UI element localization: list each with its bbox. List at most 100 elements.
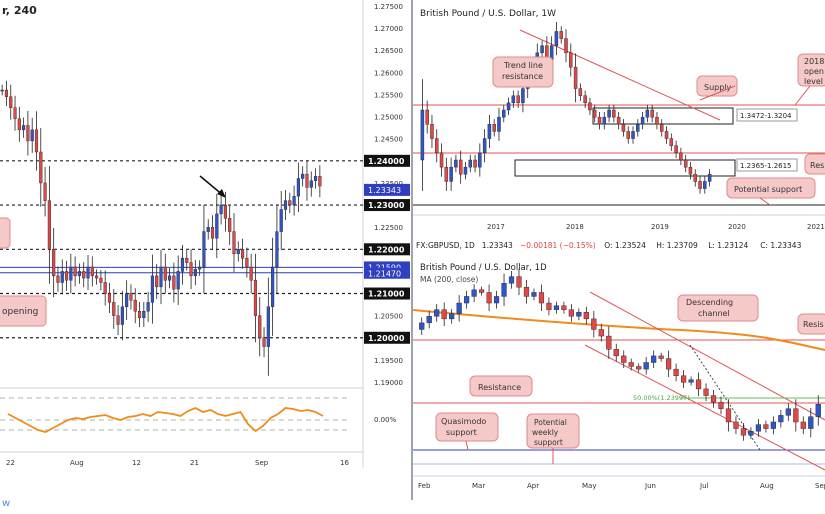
left-candle <box>73 266 77 277</box>
daily-low: L: 1.23124 <box>708 241 748 250</box>
weekly-candle <box>679 152 683 161</box>
quasimodo-label-2: support <box>446 428 477 437</box>
left-blue-label-bg <box>364 261 410 273</box>
left-level-label: 1.21000 <box>368 290 405 299</box>
weekly-candle <box>444 166 449 182</box>
weekly-panel: British Pound / U.S. Dollar, 1W 1.3472-1.… <box>413 0 825 238</box>
left-level-label: 1.20000 <box>368 334 405 343</box>
weekly-candle <box>521 88 525 104</box>
left-candle <box>155 275 159 288</box>
left-candle <box>125 293 129 308</box>
left-candle <box>120 306 124 325</box>
left-candle <box>253 280 258 316</box>
daily-candle <box>449 313 455 320</box>
daily-candle <box>613 349 619 357</box>
left-candle <box>146 302 150 312</box>
left-candle <box>142 311 146 319</box>
left-candle <box>206 226 210 232</box>
weekly-candle <box>492 124 496 132</box>
weekly-support-label-1: Potential <box>534 418 567 427</box>
left-candle <box>86 266 90 279</box>
left-candle <box>275 231 279 268</box>
left-candle <box>279 209 283 232</box>
left-candle <box>52 249 56 277</box>
daily-candle <box>419 322 425 330</box>
left-blue-label: 1.21470 <box>368 270 401 279</box>
weekly-candle <box>516 95 520 104</box>
weekly-candle <box>430 124 434 139</box>
weekly-candle <box>602 116 607 125</box>
left-candle <box>77 271 82 277</box>
trend-resistance-box <box>492 56 554 88</box>
weekly-time-tick: 2020 <box>728 223 746 231</box>
weekly-time-tick: 2019 <box>651 223 669 231</box>
left-candle <box>215 213 219 239</box>
weekly-candle <box>425 109 429 125</box>
daily-candle <box>598 329 604 337</box>
trend-resistance-label-2: resistance <box>502 72 543 81</box>
weekly-candle <box>674 145 678 154</box>
left-candle <box>219 204 223 215</box>
weekly-time-tick: 2021 <box>807 223 825 231</box>
left-candle <box>13 107 17 119</box>
daily-candle <box>688 379 694 383</box>
daily-candle <box>531 292 537 297</box>
daily-close: C: 1.23343 <box>760 241 801 250</box>
left-level-label-bg <box>364 243 410 256</box>
left-candle <box>159 266 163 288</box>
weekly-candle <box>554 31 559 46</box>
left-axes: 1.27500 1.27000 1.26500 1.26000 1.25500 1.250… <box>6 3 410 467</box>
daily-bg <box>413 238 825 500</box>
quasimodo-arrow <box>465 440 469 451</box>
res-zone-label: 1.2365-1.2615 <box>740 162 792 170</box>
daily-candle <box>628 362 634 367</box>
daily-ma-label: MA (200, close) <box>420 275 478 284</box>
left-main-plot: opening <box>0 80 363 376</box>
daily-candle <box>553 305 560 310</box>
weekly-candle <box>497 116 501 132</box>
weekly-candle <box>454 159 458 168</box>
daily-candle <box>583 312 589 320</box>
weekly-trend-line <box>519 29 721 121</box>
left-candle <box>163 266 167 281</box>
weekly-candle <box>631 131 635 139</box>
left-candle <box>116 315 120 325</box>
open-level-box <box>797 53 825 87</box>
daily-candle <box>740 428 747 436</box>
left-candle <box>60 271 64 283</box>
left-candle <box>266 306 270 347</box>
resis-box <box>797 313 825 335</box>
daily-time-tick: Jul <box>699 482 709 490</box>
left-time-tick: 16 <box>340 459 349 467</box>
weekly-candle <box>473 159 477 168</box>
left-candle <box>180 257 185 272</box>
daily-candle <box>516 276 522 288</box>
supply-zone-label-box <box>736 108 798 122</box>
left-time-tick: Sep <box>255 459 269 467</box>
left-candle <box>309 180 313 188</box>
left-candle <box>133 299 137 312</box>
opening-label: opening <box>2 307 38 317</box>
daily-candle <box>591 318 597 330</box>
left-candle <box>288 200 292 206</box>
daily-time-tick: Aug <box>760 482 774 490</box>
left-price-tick: 1.24500 <box>374 136 403 144</box>
daily-panel: FX:GBPUSD, 1D 1.23343 −0.00181 (−0.15%) O: … <box>412 238 825 500</box>
opening-label-box <box>0 295 47 327</box>
left-candle <box>82 271 86 279</box>
indicator-zero-label: 0.00% <box>374 416 397 424</box>
support-arrow <box>759 197 771 206</box>
left-price-tick: 1.20500 <box>374 313 403 321</box>
descending-channel-box <box>677 294 759 322</box>
left-candle <box>99 277 103 283</box>
daily-candle <box>710 395 717 403</box>
left-price-tick: 1.27500 <box>374 3 403 11</box>
descending-channel-label-2: channel <box>698 309 730 318</box>
weekly-candle <box>660 124 664 132</box>
weekly-candle <box>645 109 650 118</box>
open-level-label-2: open <box>804 67 824 76</box>
resistance-box <box>469 375 533 397</box>
daily-candle <box>523 286 530 297</box>
weekly-candle <box>435 138 439 154</box>
daily-candle <box>793 408 799 423</box>
